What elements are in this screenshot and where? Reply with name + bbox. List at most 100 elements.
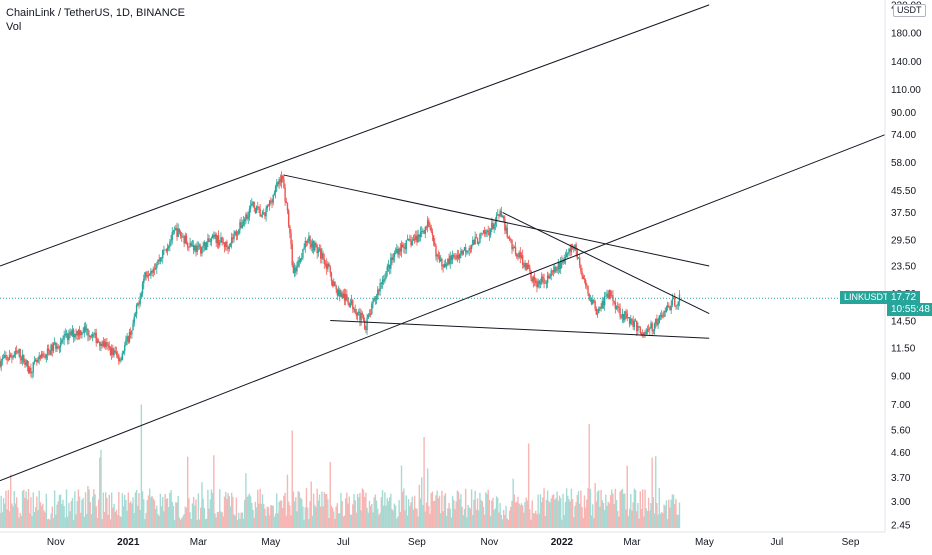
volume-bar <box>301 498 303 528</box>
candle-body <box>366 318 368 331</box>
candle-body <box>324 263 327 265</box>
volume-bar <box>91 496 94 528</box>
volume-bar <box>366 507 368 528</box>
volume-bar <box>86 513 88 528</box>
candle-body <box>592 299 594 305</box>
candle-body <box>549 276 551 279</box>
candle-body <box>222 242 225 244</box>
candle-body <box>593 299 595 302</box>
price-tick-label: 110.00 <box>891 85 921 96</box>
candle-body <box>188 247 190 248</box>
candle-body <box>491 222 493 230</box>
candle-body <box>34 360 37 361</box>
price-tick-label: 90.00 <box>891 108 916 119</box>
candle-body <box>197 245 200 247</box>
volume-bar <box>564 502 567 528</box>
candle-body <box>588 293 590 300</box>
volume-bar <box>38 490 40 528</box>
candle-body <box>39 355 42 358</box>
volume-bar <box>81 499 83 528</box>
volume-bar <box>412 509 415 528</box>
candle-body <box>58 346 61 348</box>
volume-bar <box>658 488 660 528</box>
candle-body <box>287 210 290 226</box>
volume-bar <box>152 498 154 528</box>
volume-bar <box>634 490 637 528</box>
candle-body <box>568 248 570 253</box>
volume-bar <box>78 496 81 528</box>
candle-body <box>211 234 214 239</box>
volume-bar <box>390 493 392 528</box>
candle-body <box>340 292 342 297</box>
volume-bar <box>207 489 209 528</box>
volume-bar <box>263 504 265 528</box>
candle-body <box>143 279 145 284</box>
volume-bar <box>639 491 641 528</box>
candle-body <box>360 313 362 321</box>
volume-bar <box>440 513 442 528</box>
candle-body <box>400 244 403 252</box>
volume-bar <box>257 489 259 528</box>
volume-bar <box>67 516 69 528</box>
volume-bar <box>598 490 600 528</box>
volume-bar <box>358 497 360 528</box>
time-tick-label: Sep <box>842 537 860 548</box>
volume-bar <box>464 488 467 528</box>
candle-body <box>264 212 266 217</box>
volume-bar <box>139 509 141 528</box>
volume-bar <box>42 503 44 528</box>
volume-bar <box>670 499 672 528</box>
candle-body <box>362 314 365 321</box>
candle-body <box>138 303 140 305</box>
candle-body <box>361 313 364 315</box>
candle-body <box>596 313 599 315</box>
volume-bar <box>419 498 422 528</box>
volume-bar <box>450 517 453 528</box>
candle-body <box>651 323 653 331</box>
volume-bar <box>335 506 337 528</box>
candle-body <box>557 262 560 270</box>
candle-body <box>390 257 392 269</box>
candle-body <box>479 234 481 243</box>
volume-bar <box>100 449 102 528</box>
volume-bar <box>391 509 393 528</box>
candle-body <box>482 230 485 234</box>
candle-body <box>371 303 373 314</box>
candle-body <box>502 216 505 219</box>
volume-bar <box>638 518 640 528</box>
candle-body <box>194 245 196 251</box>
volume-bar <box>571 498 574 528</box>
volume-bar <box>290 515 292 528</box>
volume-bar <box>559 498 562 528</box>
candle-body <box>378 289 380 292</box>
volume-bar <box>80 512 82 528</box>
candle-body <box>531 278 533 282</box>
candle-body <box>17 352 19 353</box>
candle-body <box>189 242 191 248</box>
volume-bar <box>603 510 606 528</box>
volume-bar <box>343 515 346 528</box>
candle-body <box>391 257 393 261</box>
candle-body <box>252 201 254 204</box>
currency-label[interactable]: USDT <box>893 4 926 17</box>
volume-bar <box>599 506 601 528</box>
candle-body <box>468 248 470 251</box>
candle-body <box>489 229 492 236</box>
candle-body <box>196 245 198 252</box>
volume-bar <box>227 493 229 528</box>
candle-body <box>57 346 59 348</box>
candle-body <box>469 248 472 250</box>
candle-body <box>132 323 134 331</box>
volume-bar <box>32 492 34 528</box>
volume-bar <box>303 519 305 528</box>
candle-body <box>131 330 133 335</box>
candle-body <box>305 240 308 243</box>
volume-bar <box>416 508 418 528</box>
volume-bar <box>271 505 273 528</box>
volume-bar <box>310 481 312 528</box>
candle-body <box>595 308 598 315</box>
volume-bar <box>122 506 125 528</box>
candle-body <box>599 307 601 309</box>
